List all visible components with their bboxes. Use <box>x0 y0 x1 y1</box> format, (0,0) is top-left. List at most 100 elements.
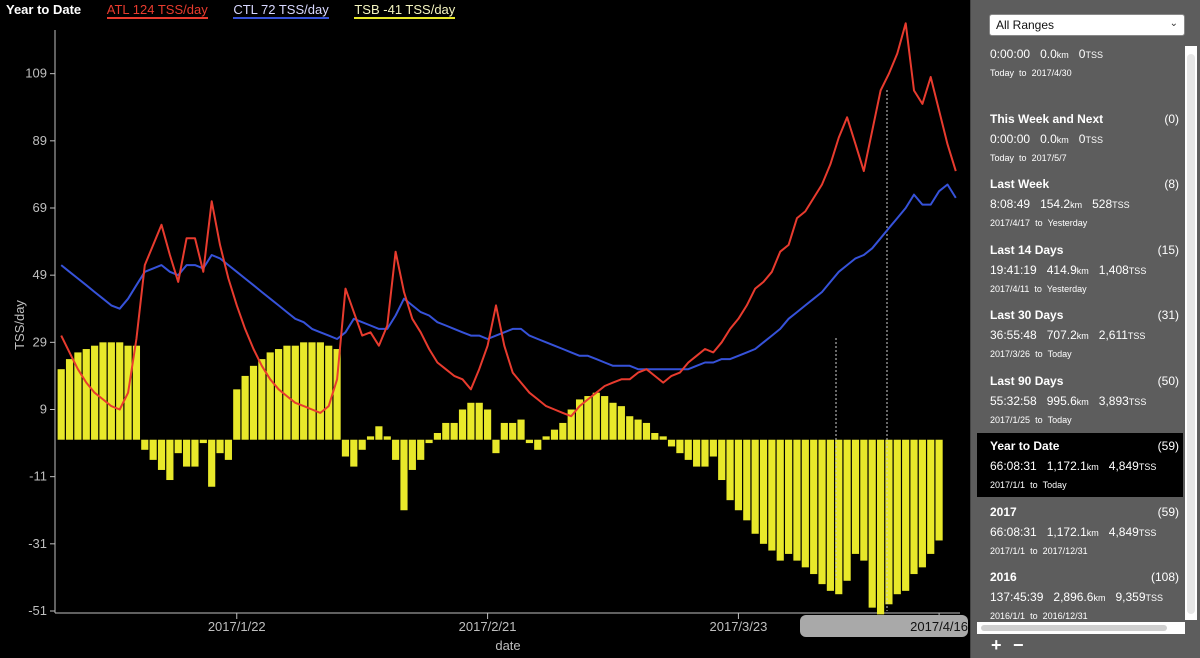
tsb-bar <box>550 429 559 440</box>
range-item-tss-unit: TSS <box>1127 331 1146 341</box>
range-item-dates: Today to 2017/4/30 <box>990 68 1072 78</box>
range-item-tss-unit: TSS <box>1128 396 1147 407</box>
range-item-distance-unit: km <box>1076 265 1089 276</box>
tsb-bar <box>818 439 826 585</box>
range-list[interactable]: 0:00:00 0.0km 0TSS Today to 2017/4/30 This… <box>977 46 1183 620</box>
tsb-bar <box>885 439 893 605</box>
range-item-time: 8:08:49 <box>990 197 1031 211</box>
range-item[interactable]: Last 90 Days (50) 55:32:58 995.6km 3,893TS… <box>977 368 1183 432</box>
tsb-bar <box>450 422 458 440</box>
range-item[interactable]: 0:00:00 0.0km 0TSS Today to 2017/4/30 <box>977 46 1183 104</box>
range-item-tss-unit: TSS <box>1138 462 1157 472</box>
tsb-bar <box>726 439 734 501</box>
tsb-bar <box>191 439 199 467</box>
scrollbar-thumb[interactable] <box>981 625 1167 631</box>
range-item[interactable]: Last Week (8) 8:08:49 154.2km 528TSS 2017/4… <box>977 171 1183 235</box>
range-item-distance-unit: km <box>1056 134 1069 145</box>
range-item-distance: 0.0 <box>1040 47 1057 61</box>
tsb-bar <box>893 439 901 595</box>
x-tick-label: 2017/1/22 <box>208 619 266 634</box>
tsb-bar <box>74 352 82 440</box>
tsb-bar <box>575 399 584 440</box>
range-item-distance: 0.0 <box>1040 131 1057 146</box>
tsb-bar <box>743 439 751 521</box>
range-item[interactable]: This Week and Next (0) 0:00:00 0.0km 0TSS T… <box>977 106 1183 170</box>
range-item-time: 36:55:48 <box>990 328 1037 342</box>
chart-range-title: Year to Date <box>6 2 82 17</box>
range-item-dates: 2016/1/1 to 2016/12/31 <box>990 611 1088 620</box>
y-tick-label: 69 <box>33 200 47 215</box>
range-item[interactable]: Last 30 Days (31) 36:55:48 707.2km 2,611TS… <box>977 302 1183 366</box>
tsb-bar <box>442 422 450 440</box>
tsb-bar <box>425 439 433 444</box>
tsb-bar <box>408 439 416 470</box>
scrollbar-thumb[interactable] <box>1187 54 1195 614</box>
range-item-until: Today <box>1047 349 1072 359</box>
range-item[interactable]: Last 14 Days (15) 19:41:19 414.9km 1,408TS… <box>977 237 1183 301</box>
range-filter-select[interactable]: All Ranges ⌄ <box>989 14 1185 36</box>
pmc-chart[interactable]: -51 -31 -11 9 29 49 69 89 109 TSS/day 2017/1/22 201… <box>0 0 970 658</box>
tsb-bar <box>709 439 717 457</box>
range-item-tss: 2,611 <box>1098 328 1128 342</box>
range-item-distance-unit: km <box>1086 462 1099 472</box>
range-item[interactable]: Year to Date (59) 66:08:31 1,172.1km 4,849… <box>977 433 1183 497</box>
y-tick-label: 49 <box>33 267 47 282</box>
range-item-until: Yesterday <box>1047 218 1088 228</box>
chart-canvas[interactable]: -51 -31 -11 9 29 49 69 89 109 TSS/day 2017/1/22 201… <box>0 0 970 658</box>
tsb-bar <box>935 439 943 541</box>
range-item-name: Last 90 Days <box>990 373 1064 388</box>
range-item[interactable]: 2016 (108) 137:45:39 2,896.6km 9,359TSS 201… <box>977 564 1183 620</box>
legend-ctl[interactable]: CTL 72 TSS/day <box>233 2 329 19</box>
y-tick-label: -51 <box>28 603 47 618</box>
tsb-bar <box>876 439 885 615</box>
y-tick-label: 9 <box>40 401 47 416</box>
tsb-bar <box>57 369 65 440</box>
legend-atl[interactable]: ATL 124 TSS/day <box>106 2 208 19</box>
range-item-tss: 1,408 <box>1098 262 1129 277</box>
tsb-bar <box>258 359 266 440</box>
tsb-bar <box>291 345 299 440</box>
tsb-bar <box>609 402 617 440</box>
tsb-bar <box>592 392 600 440</box>
tsb-bar <box>417 439 425 460</box>
tsb-bar <box>199 439 207 444</box>
range-item-stats: 66:08:31 1,172.1km 4,849TSS <box>990 525 1156 539</box>
remove-range-button[interactable]: − <box>1013 635 1024 655</box>
tsb-bar <box>366 436 375 440</box>
range-item-count: (59) <box>1157 439 1179 453</box>
tsb-bar <box>835 439 843 595</box>
horizontal-scrollbar[interactable] <box>977 622 1185 634</box>
tsb-bar <box>266 352 274 440</box>
range-item-until: 2017/12/31 <box>1042 545 1088 556</box>
vertical-scrollbar[interactable] <box>1185 46 1197 620</box>
tsb-bar <box>183 439 191 467</box>
tsb-bar <box>166 439 174 481</box>
range-item-until: Today <box>1042 480 1067 490</box>
range-item-stats: 0:00:00 0.0km 0TSS <box>990 132 1103 146</box>
range-item-stats: 66:08:31 1,172.1km 4,849TSS <box>990 459 1156 473</box>
range-item-to-word: to <box>1035 349 1043 359</box>
tsb-bar <box>341 439 350 457</box>
legend-tsb[interactable]: TSB -41 TSS/day <box>354 2 456 19</box>
tsb-bar <box>116 342 124 440</box>
range-item[interactable]: 2017 (59) 66:08:31 1,172.1km 4,849TSS 2017/… <box>977 499 1183 563</box>
range-item-name: 2016 <box>990 570 1017 584</box>
range-item-until: 2017/5/7 <box>1031 152 1067 163</box>
range-item-time: 66:08:31 <box>990 524 1037 539</box>
range-item-stats: 137:45:39 2,896.6km 9,359TSS <box>990 590 1163 604</box>
tsb-bar <box>132 345 141 440</box>
range-item-from: 2017/1/1 <box>990 545 1026 556</box>
tsb-bar <box>768 439 776 551</box>
tsb-bar <box>567 409 575 440</box>
add-range-button[interactable]: + <box>991 635 1002 655</box>
range-item-time: 0:00:00 <box>990 47 1031 61</box>
x-axis-cursor-badge <box>800 615 968 637</box>
range-item-from: 2017/1/25 <box>990 414 1031 425</box>
tsb-bar <box>249 365 258 440</box>
tsb-bar <box>751 439 759 534</box>
range-item-until: Today <box>1047 414 1072 425</box>
tsb-bar <box>224 439 232 460</box>
tsb-bar <box>82 349 90 440</box>
range-item-tss-unit: TSS <box>1138 527 1157 538</box>
y-tick-label: 89 <box>33 133 47 148</box>
